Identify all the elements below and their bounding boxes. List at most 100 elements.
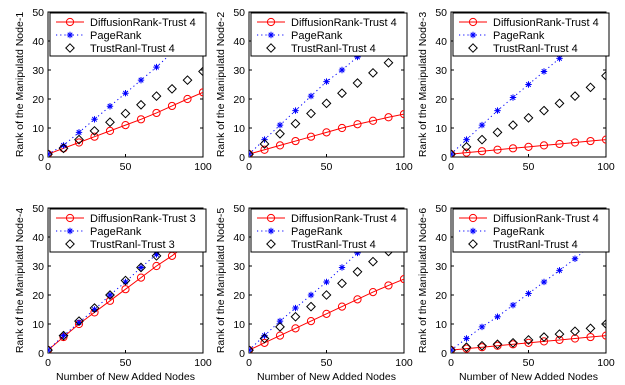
data-point	[182, 75, 193, 86]
data-point	[198, 88, 203, 97]
legend-entry: DiffusionRank-Trust 4	[90, 17, 196, 29]
x-tick-label: 100	[194, 161, 212, 173]
legend-entry: PageRank	[90, 226, 142, 238]
data-point	[337, 123, 347, 133]
legend-entry: DiffusionRank-Trust 4	[291, 17, 397, 29]
data-point	[493, 341, 502, 350]
data-point	[478, 323, 486, 331]
data-point	[122, 278, 129, 286]
data-point	[554, 98, 565, 109]
legend-entry: DiffusionRank-Trust 4	[291, 213, 397, 225]
data-point	[571, 255, 579, 262]
y-axis-label: Rank of the Manipulatd Node-2	[215, 12, 227, 157]
data-point	[354, 249, 361, 257]
data-point	[492, 339, 503, 350]
data-point	[338, 264, 346, 271]
y-tick-label: 20	[233, 290, 245, 302]
series-line	[451, 139, 606, 155]
y-tick-label: 0	[38, 152, 44, 164]
data-point	[540, 68, 548, 75]
data-point	[198, 66, 203, 77]
data-point	[48, 149, 53, 157]
legend-entry: TrustRanl-Trust 4	[493, 43, 578, 55]
data-point	[570, 138, 580, 147]
data-point	[153, 63, 160, 71]
y-tick-label: 10	[233, 319, 245, 331]
x-tick-label: 50	[523, 161, 535, 173]
legend-marker	[468, 213, 478, 223]
data-point	[260, 145, 269, 154]
data-point	[307, 92, 315, 100]
data-point	[352, 78, 363, 88]
data-point	[153, 251, 160, 258]
data-point	[183, 94, 192, 104]
series-3	[249, 46, 404, 157]
y-tick-label: 50	[32, 7, 44, 19]
data-point	[167, 83, 177, 94]
y-tick-label: 20	[435, 290, 447, 302]
data-point	[60, 332, 67, 339]
data-point	[492, 127, 503, 138]
y-axis-label: Rank of the Manipulatd Node-4	[14, 208, 26, 353]
data-point	[508, 337, 518, 348]
legend-marker	[66, 227, 74, 235]
legend: DiffusionRank-Trust 3PageRankTrustRanl-T…	[49, 208, 207, 253]
panel-2: 0 50 100 0 10 20 30 40 50 Rank of the Manipulatd …	[215, 7, 413, 173]
data-point	[508, 144, 518, 153]
y-tick-label: 40	[233, 36, 245, 48]
data-point	[451, 345, 456, 353]
y-tick-label: 30	[233, 65, 245, 77]
data-point	[290, 311, 301, 322]
x-tick-label: 0	[246, 357, 252, 369]
legend-entry: PageRank	[493, 30, 545, 42]
data-point	[58, 143, 69, 154]
y-tick-label: 50	[233, 203, 245, 215]
legend-entry: DiffusionRank-Trust 4	[493, 17, 599, 29]
legend-box	[49, 12, 207, 57]
y-tick-label: 20	[435, 94, 447, 106]
data-point	[137, 264, 145, 271]
data-point	[383, 57, 394, 68]
legend-entry: TrustRanl-Trust 4	[291, 43, 376, 55]
data-point	[260, 338, 269, 347]
legend-entry: PageRank	[90, 30, 142, 42]
data-point	[151, 250, 162, 261]
data-point	[461, 141, 472, 152]
data-point	[539, 332, 549, 342]
data-point	[261, 332, 268, 339]
x-tick-label: 0	[246, 161, 252, 173]
data-point	[368, 256, 378, 267]
data-point	[337, 88, 347, 99]
legend-entry: PageRank	[291, 226, 343, 238]
data-point	[75, 319, 83, 326]
data-point	[259, 333, 270, 344]
x-tick-label: 0	[448, 161, 454, 173]
legend-entry: TrustRanl-Trust 4	[90, 43, 175, 55]
data-point	[322, 128, 331, 137]
series-line	[48, 213, 203, 351]
legend-marker	[266, 43, 276, 53]
x-tick-label: 100	[395, 161, 413, 173]
data-point	[556, 55, 563, 62]
data-point	[337, 278, 347, 289]
data-point	[249, 345, 254, 353]
legend: DiffusionRank-Trust 4PageRankTrustRanl-T…	[452, 12, 610, 57]
legend-marker	[468, 43, 478, 53]
data-point	[338, 66, 346, 74]
y-tick-label: 10	[32, 319, 44, 331]
data-point	[120, 108, 131, 119]
data-point	[570, 326, 580, 337]
data-point	[554, 329, 565, 340]
data-point	[525, 290, 532, 297]
data-point	[152, 261, 161, 271]
data-point	[306, 301, 316, 312]
y-tick-label: 20	[32, 94, 44, 106]
series-line	[48, 91, 203, 155]
x-axis-label: Number of New Added Nodes	[56, 371, 195, 383]
data-point	[461, 342, 472, 353]
data-point	[508, 340, 518, 349]
legend-entry: DiffusionRank-Trust 4	[493, 213, 599, 225]
series-3	[249, 234, 404, 353]
data-point	[91, 116, 98, 123]
legend-marker	[266, 17, 276, 27]
